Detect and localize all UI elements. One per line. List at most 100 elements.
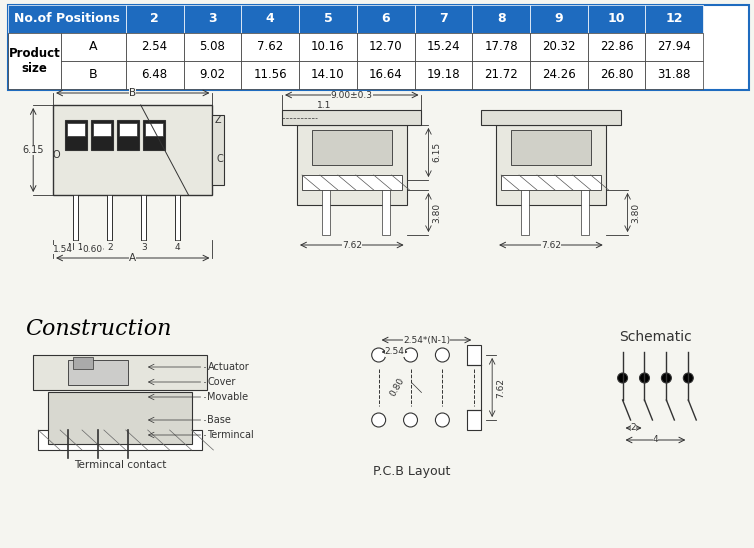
Bar xyxy=(175,195,179,240)
Bar xyxy=(587,5,645,33)
Text: 22.86: 22.86 xyxy=(599,41,633,54)
Text: 7.62: 7.62 xyxy=(257,41,284,54)
Bar xyxy=(299,33,357,61)
Bar xyxy=(587,33,645,61)
Bar xyxy=(61,33,126,61)
Circle shape xyxy=(618,373,627,383)
Bar xyxy=(501,175,601,190)
Bar xyxy=(496,125,605,205)
Bar xyxy=(322,190,330,235)
Text: B: B xyxy=(89,68,98,82)
Text: 9: 9 xyxy=(554,13,563,26)
Bar xyxy=(415,5,472,33)
Text: 2: 2 xyxy=(150,13,159,26)
Text: 0.80: 0.80 xyxy=(389,376,406,398)
Text: 7.62: 7.62 xyxy=(342,241,362,249)
Bar xyxy=(91,120,113,150)
Text: A: A xyxy=(129,253,136,263)
Bar xyxy=(8,33,61,89)
Bar xyxy=(183,5,241,33)
Text: N 1: N 1 xyxy=(69,243,84,252)
Bar xyxy=(73,357,93,369)
Bar xyxy=(107,195,112,240)
Bar xyxy=(472,33,530,61)
Bar xyxy=(382,190,390,235)
Text: 6: 6 xyxy=(382,13,390,26)
Bar xyxy=(141,195,146,240)
Text: 15.24: 15.24 xyxy=(427,41,460,54)
Bar xyxy=(65,120,87,150)
Text: 3.80: 3.80 xyxy=(632,202,641,222)
Bar xyxy=(126,33,183,61)
Text: Actuator: Actuator xyxy=(207,362,249,372)
Bar xyxy=(481,110,621,125)
Bar xyxy=(8,5,749,90)
Text: 2: 2 xyxy=(631,424,636,432)
Text: 1.1: 1.1 xyxy=(317,100,332,110)
Bar xyxy=(299,5,357,33)
Bar xyxy=(53,105,213,195)
Circle shape xyxy=(683,373,693,383)
Bar xyxy=(297,125,406,205)
Text: 3: 3 xyxy=(141,243,146,252)
Text: 12: 12 xyxy=(666,13,683,26)
Bar xyxy=(312,130,391,165)
Text: 17.78: 17.78 xyxy=(484,41,518,54)
Text: 7.62: 7.62 xyxy=(541,241,561,249)
Bar xyxy=(33,355,207,390)
Bar xyxy=(67,123,85,136)
Bar xyxy=(183,33,241,61)
Text: 26.80: 26.80 xyxy=(600,68,633,82)
Text: 3.80: 3.80 xyxy=(433,202,441,222)
Circle shape xyxy=(403,413,418,427)
Text: No.of Positions: No.of Positions xyxy=(14,13,120,26)
Text: 27.94: 27.94 xyxy=(657,41,691,54)
Bar xyxy=(472,5,530,33)
Bar xyxy=(145,123,163,136)
Bar xyxy=(530,61,587,89)
Bar xyxy=(119,123,136,136)
Bar xyxy=(357,61,415,89)
Text: 16.64: 16.64 xyxy=(369,68,403,82)
Circle shape xyxy=(403,348,418,362)
Text: 31.88: 31.88 xyxy=(657,68,691,82)
Text: C: C xyxy=(217,154,224,164)
Text: Product
size: Product size xyxy=(9,47,60,75)
Bar xyxy=(68,360,127,385)
Bar xyxy=(38,430,203,450)
Text: 10.16: 10.16 xyxy=(311,41,345,54)
Text: Cover: Cover xyxy=(207,377,236,387)
Bar xyxy=(357,5,415,33)
Text: 9.02: 9.02 xyxy=(199,68,225,82)
Text: 2.54: 2.54 xyxy=(385,347,405,357)
Text: Schematic: Schematic xyxy=(619,330,692,344)
Bar xyxy=(126,5,183,33)
Circle shape xyxy=(372,413,385,427)
Bar xyxy=(587,61,645,89)
Text: 1.54: 1.54 xyxy=(53,244,73,254)
Bar xyxy=(581,190,589,235)
Text: B: B xyxy=(129,88,136,98)
Bar xyxy=(357,33,415,61)
Bar xyxy=(415,61,472,89)
Bar xyxy=(530,5,587,33)
Bar xyxy=(645,5,703,33)
Text: 8: 8 xyxy=(497,13,505,26)
Bar xyxy=(73,195,78,240)
Bar xyxy=(530,33,587,61)
Text: O: O xyxy=(52,150,60,159)
Bar xyxy=(472,61,530,89)
Bar xyxy=(241,33,299,61)
Text: 12.70: 12.70 xyxy=(369,41,403,54)
Bar xyxy=(467,410,481,430)
Circle shape xyxy=(435,413,449,427)
Bar xyxy=(467,345,481,365)
Circle shape xyxy=(372,348,385,362)
Text: 6.48: 6.48 xyxy=(142,68,167,82)
Text: 21.72: 21.72 xyxy=(484,68,518,82)
Bar xyxy=(241,5,299,33)
Text: Construction: Construction xyxy=(25,318,171,340)
Bar xyxy=(8,5,126,33)
Text: 2.54*(N-1): 2.54*(N-1) xyxy=(403,335,450,345)
Bar xyxy=(126,61,183,89)
